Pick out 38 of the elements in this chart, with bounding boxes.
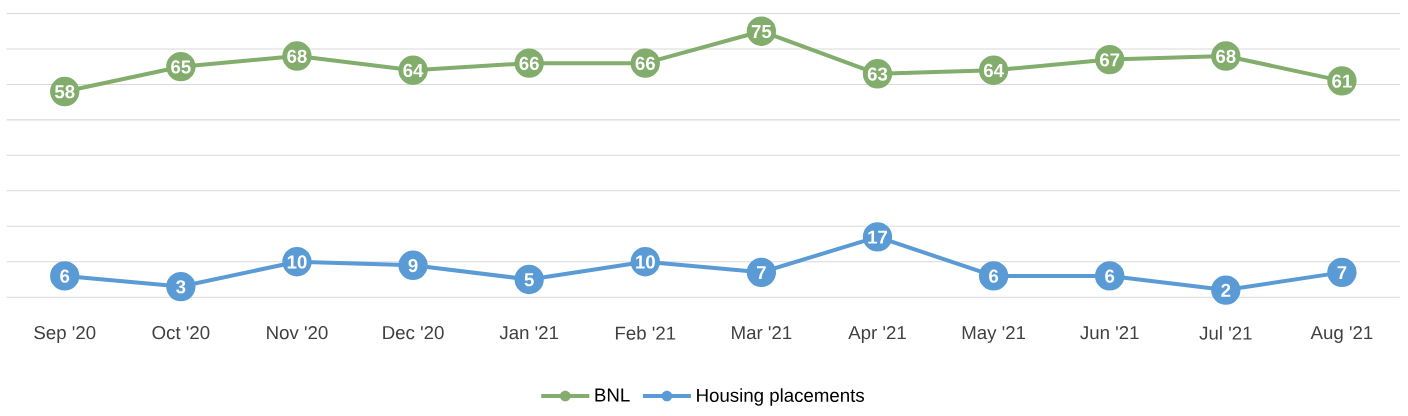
x-tick-label: Apr '21 <box>848 326 906 343</box>
data-label: 61 <box>1332 74 1352 88</box>
data-label: 64 <box>403 63 424 78</box>
data-label: 5 <box>524 273 534 287</box>
x-tick-label: Mar '21 <box>732 326 792 340</box>
data-label: 66 <box>519 56 539 70</box>
data-label: 63 <box>867 67 888 81</box>
data-label: 6 <box>60 269 70 283</box>
data-label: 68 <box>1216 49 1236 63</box>
data-label: 64 <box>983 63 1004 78</box>
data-label: 65 <box>171 60 191 74</box>
data-label: 58 <box>54 85 75 99</box>
data-label: 68 <box>287 49 307 63</box>
x-tick-label: Jul '21 <box>1199 326 1252 340</box>
x-tick-label: Nov '20 <box>267 326 328 340</box>
x-tick-label: Oct '20 <box>152 326 210 340</box>
data-label: 75 <box>751 25 772 39</box>
data-label: 67 <box>1100 53 1120 67</box>
x-tick-label: Sep '20 <box>34 326 96 343</box>
data-label: 6 <box>989 269 999 283</box>
data-label: 6 <box>1105 269 1115 283</box>
x-tick-label: Dec '20 <box>383 326 444 340</box>
x-tick-label: Jun '21 <box>1080 326 1139 340</box>
data-label: 10 <box>636 255 655 269</box>
x-tick-label: Feb '21 <box>615 326 676 340</box>
data-label: 66 <box>635 56 655 70</box>
data-label: 7 <box>1337 266 1347 280</box>
data-label: 2 <box>1221 283 1231 297</box>
data-label: 17 <box>868 230 888 244</box>
data-label: 3 <box>176 280 186 294</box>
legend-label: Housing placements <box>697 388 864 406</box>
x-tick-label: Jan '21 <box>499 326 559 340</box>
x-tick-label: Aug '21 <box>1310 326 1373 343</box>
data-label: 10 <box>287 255 307 269</box>
data-label: 9 <box>408 258 418 273</box>
x-tick-label: May '21 <box>962 326 1026 343</box>
data-label: 7 <box>756 266 766 280</box>
legend-label: BNL <box>595 388 630 402</box>
